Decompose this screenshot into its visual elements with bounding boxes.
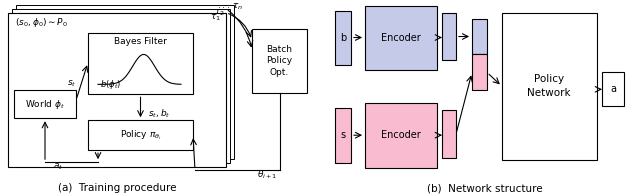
Text: (a)  Training procedure: (a) Training procedure [58, 183, 176, 193]
Bar [252, 29, 307, 93]
Bar [14, 90, 76, 118]
Text: Batch
Policy
Opt.: Batch Policy Opt. [266, 45, 292, 77]
Text: Encoder: Encoder [381, 130, 421, 140]
Text: Encoder: Encoder [381, 33, 421, 43]
Bar [88, 33, 193, 94]
Text: s: s [340, 130, 346, 140]
Text: Bayes Filter: Bayes Filter [114, 37, 167, 46]
Bar [602, 72, 624, 106]
Text: $s_t, b_t$: $s_t, b_t$ [148, 107, 171, 120]
Text: Policy
Network: Policy Network [527, 74, 571, 98]
Text: b: b [340, 33, 346, 43]
Bar [472, 19, 487, 54]
Text: (b)  Network structure: (b) Network structure [427, 183, 543, 193]
Bar [88, 120, 193, 150]
Text: Policy $\pi_{\theta_i}$: Policy $\pi_{\theta_i}$ [120, 128, 161, 142]
Text: $...\,\tau_n$: $...\,\tau_n$ [217, 1, 243, 12]
Text: a: a [610, 84, 616, 94]
Bar [16, 5, 234, 159]
Bar [442, 110, 456, 158]
Text: World $\phi_t$: World $\phi_t$ [25, 98, 65, 111]
Text: $\tau_1$: $\tau_1$ [209, 12, 220, 23]
Text: $\tau_2$: $\tau_2$ [214, 7, 225, 18]
Bar [365, 103, 437, 168]
Bar [335, 108, 351, 163]
Bar [472, 54, 487, 90]
Text: $a_t$: $a_t$ [53, 162, 63, 172]
Text: $s_t$: $s_t$ [67, 78, 77, 89]
Bar [8, 13, 226, 167]
Text: $(s_0,\phi_0)\sim P_0$: $(s_0,\phi_0)\sim P_0$ [15, 16, 68, 29]
Bar [502, 13, 597, 160]
Bar [335, 11, 351, 65]
Text: $\theta_{i+1}$: $\theta_{i+1}$ [257, 169, 278, 181]
Bar [365, 6, 437, 70]
Bar [12, 9, 230, 163]
Bar [442, 13, 456, 60]
Text: $b(\phi_t)$: $b(\phi_t)$ [100, 78, 121, 91]
